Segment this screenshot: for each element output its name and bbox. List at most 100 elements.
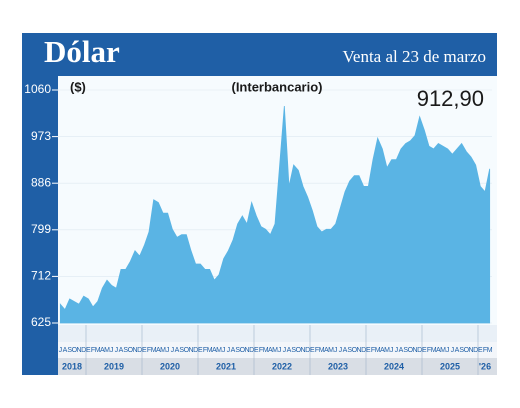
month-label: A xyxy=(212,347,217,354)
month-label: J xyxy=(110,347,114,354)
month-label: A xyxy=(231,347,236,354)
month-label: A xyxy=(324,347,329,354)
month-label: N xyxy=(132,347,137,354)
month-label: O xyxy=(296,347,302,354)
month-label: D xyxy=(193,347,198,354)
month-label: F xyxy=(259,347,263,354)
month-label: E xyxy=(366,347,371,354)
month-label: E xyxy=(142,347,147,354)
month-label: J xyxy=(227,347,231,354)
month-label: O xyxy=(128,347,134,354)
month-label: A xyxy=(268,347,273,354)
month-label: D xyxy=(473,347,478,354)
month-label: J xyxy=(283,347,287,354)
month-label: M xyxy=(384,347,390,354)
month-label: J xyxy=(451,347,455,354)
x-tick-label: 2025 xyxy=(440,361,460,371)
chart-subtitle: Venta al 23 de marzo xyxy=(343,47,487,66)
month-label: D xyxy=(305,347,310,354)
x-tick-label: 2020 xyxy=(160,361,180,371)
month-row xyxy=(58,342,497,358)
month-label: E xyxy=(310,347,315,354)
month-label: F xyxy=(427,347,431,354)
x-tick-label: 2021 xyxy=(216,361,236,371)
month-label: N xyxy=(468,347,473,354)
y-tick-label: 1060 xyxy=(24,82,51,96)
month-label: J xyxy=(115,347,119,354)
month-label: J xyxy=(59,347,63,354)
month-label: J xyxy=(446,347,450,354)
month-label: M xyxy=(440,347,446,354)
header-band xyxy=(22,33,497,76)
month-label: F xyxy=(91,347,95,354)
year-row xyxy=(58,358,497,375)
unit-label: ($) xyxy=(70,79,86,94)
month-label: S xyxy=(123,347,128,354)
month-label: A xyxy=(380,347,385,354)
month-label: M xyxy=(95,347,101,354)
month-label: S xyxy=(459,347,464,354)
month-label: A xyxy=(455,347,460,354)
month-label: M xyxy=(487,347,493,354)
month-label: J xyxy=(278,347,282,354)
y-axis-band xyxy=(22,76,58,375)
month-label: M xyxy=(263,347,269,354)
month-label: A xyxy=(156,347,161,354)
month-label: A xyxy=(100,347,105,354)
month-label: O xyxy=(464,347,470,354)
month-label: M xyxy=(207,347,213,354)
month-label: J xyxy=(395,347,399,354)
month-label: A xyxy=(436,347,441,354)
month-label: O xyxy=(352,347,358,354)
month-label: O xyxy=(72,347,78,354)
y-tick-label: 799 xyxy=(31,222,51,236)
source-label: (Interbancario) xyxy=(231,79,322,94)
month-label: J xyxy=(222,347,226,354)
month-label: F xyxy=(483,347,487,354)
month-label: A xyxy=(287,347,292,354)
month-label: M xyxy=(151,347,157,354)
month-label: E xyxy=(478,347,483,354)
month-label: F xyxy=(147,347,151,354)
month-label: M xyxy=(431,347,437,354)
month-label: E xyxy=(198,347,203,354)
month-label: A xyxy=(119,347,124,354)
month-label: S xyxy=(235,347,240,354)
y-tick-label: 712 xyxy=(31,269,51,283)
latest-value-label: 912,90 xyxy=(417,86,484,111)
month-label: M xyxy=(104,347,110,354)
month-label: F xyxy=(371,347,375,354)
month-label: J xyxy=(334,347,338,354)
month-label: E xyxy=(254,347,259,354)
month-label: D xyxy=(137,347,142,354)
month-label: O xyxy=(184,347,190,354)
month-label: M xyxy=(328,347,334,354)
day-row xyxy=(58,325,497,342)
chart-title: Dólar xyxy=(44,34,120,69)
area xyxy=(59,106,491,324)
month-label: M xyxy=(319,347,325,354)
month-label: S xyxy=(179,347,184,354)
month-label: N xyxy=(300,347,305,354)
month-label: M xyxy=(160,347,166,354)
month-label: M xyxy=(216,347,222,354)
month-label: A xyxy=(399,347,404,354)
month-label: J xyxy=(166,347,170,354)
month-label: N xyxy=(356,347,361,354)
month-label: S xyxy=(403,347,408,354)
month-label: S xyxy=(291,347,296,354)
month-label: O xyxy=(408,347,414,354)
month-label: D xyxy=(81,347,86,354)
month-label: M xyxy=(272,347,278,354)
month-label: E xyxy=(422,347,427,354)
month-label: N xyxy=(244,347,249,354)
month-label: A xyxy=(63,347,68,354)
x-tick-label: '26 xyxy=(479,361,491,371)
month-label: M xyxy=(375,347,381,354)
x-tick-label: 2019 xyxy=(104,361,124,371)
month-label: D xyxy=(249,347,254,354)
month-label: N xyxy=(188,347,193,354)
month-label: E xyxy=(86,347,91,354)
